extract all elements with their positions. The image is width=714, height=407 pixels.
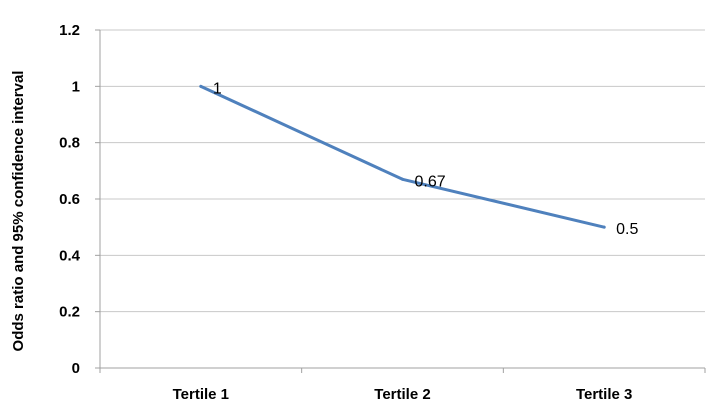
data-point <box>199 84 203 88</box>
series <box>199 84 606 229</box>
data-label: 1 <box>213 80 222 97</box>
data-point <box>401 177 404 181</box>
x-tick-label: Tertile 1 <box>173 386 229 403</box>
y-tick-label: 0.8 <box>59 135 80 152</box>
y-tick-label: 0.2 <box>59 304 80 321</box>
y-tick-label: 1.2 <box>59 22 80 39</box>
x-axis-ticks: Tertile 1 Tertile 2 Tertile 3 <box>99 368 706 403</box>
x-tick-label: Tertile 3 <box>576 386 632 403</box>
y-axis-title: Odds ratio and 95% confidence interval <box>10 71 27 352</box>
data-labels: 1 0.67 0.5 <box>213 80 639 238</box>
y-tick-label: 0.6 <box>59 191 80 208</box>
y-tick-label: 1 <box>72 78 80 95</box>
y-tick-label: 0 <box>72 360 80 377</box>
gridlines <box>100 29 705 313</box>
series-line <box>199 84 606 229</box>
data-label: 0.5 <box>616 221 638 238</box>
y-tick-label: 0.4 <box>59 247 81 264</box>
data-point <box>602 225 606 229</box>
x-tick-label: Tertile 2 <box>374 386 430 403</box>
data-label: 0.67 <box>415 173 446 190</box>
y-axis-ticks: 0 0.2 0.4 0.6 0.8 1 1.2 <box>59 22 100 377</box>
